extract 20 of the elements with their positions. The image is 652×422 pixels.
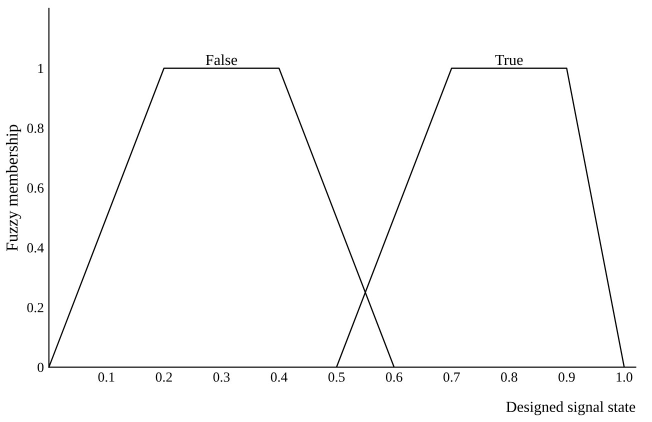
x-tick-label: 0.7 — [443, 372, 460, 382]
y-tick-label: 0.4 — [27, 243, 44, 253]
x-tick-label: 0.9 — [558, 372, 575, 382]
x-tick-label: 0.2 — [156, 372, 172, 382]
y-tick-label: 0 — [38, 362, 44, 372]
x-tick-label: 0.1 — [98, 372, 114, 382]
y-tick-label: 0.2 — [27, 302, 44, 312]
x-tick-label: 0.8 — [500, 372, 518, 382]
x-axis-title: Designed signal state — [506, 401, 636, 416]
x-tick-label: 0.4 — [270, 372, 288, 382]
x-tick-label: 1.0 — [616, 372, 632, 382]
x-tick-label: 0.3 — [213, 372, 230, 382]
series-label: False — [206, 54, 238, 66]
series-label: True — [495, 54, 523, 66]
y-tick-label: 1 — [38, 64, 44, 74]
x-tick-label: 0.5 — [328, 372, 345, 382]
x-tick-label: 0.6 — [386, 372, 402, 382]
y-axis-title: Fuzzy membership — [6, 124, 22, 251]
y-tick-label: 0.8 — [27, 124, 44, 134]
y-tick-label: 0.6 — [27, 183, 44, 193]
